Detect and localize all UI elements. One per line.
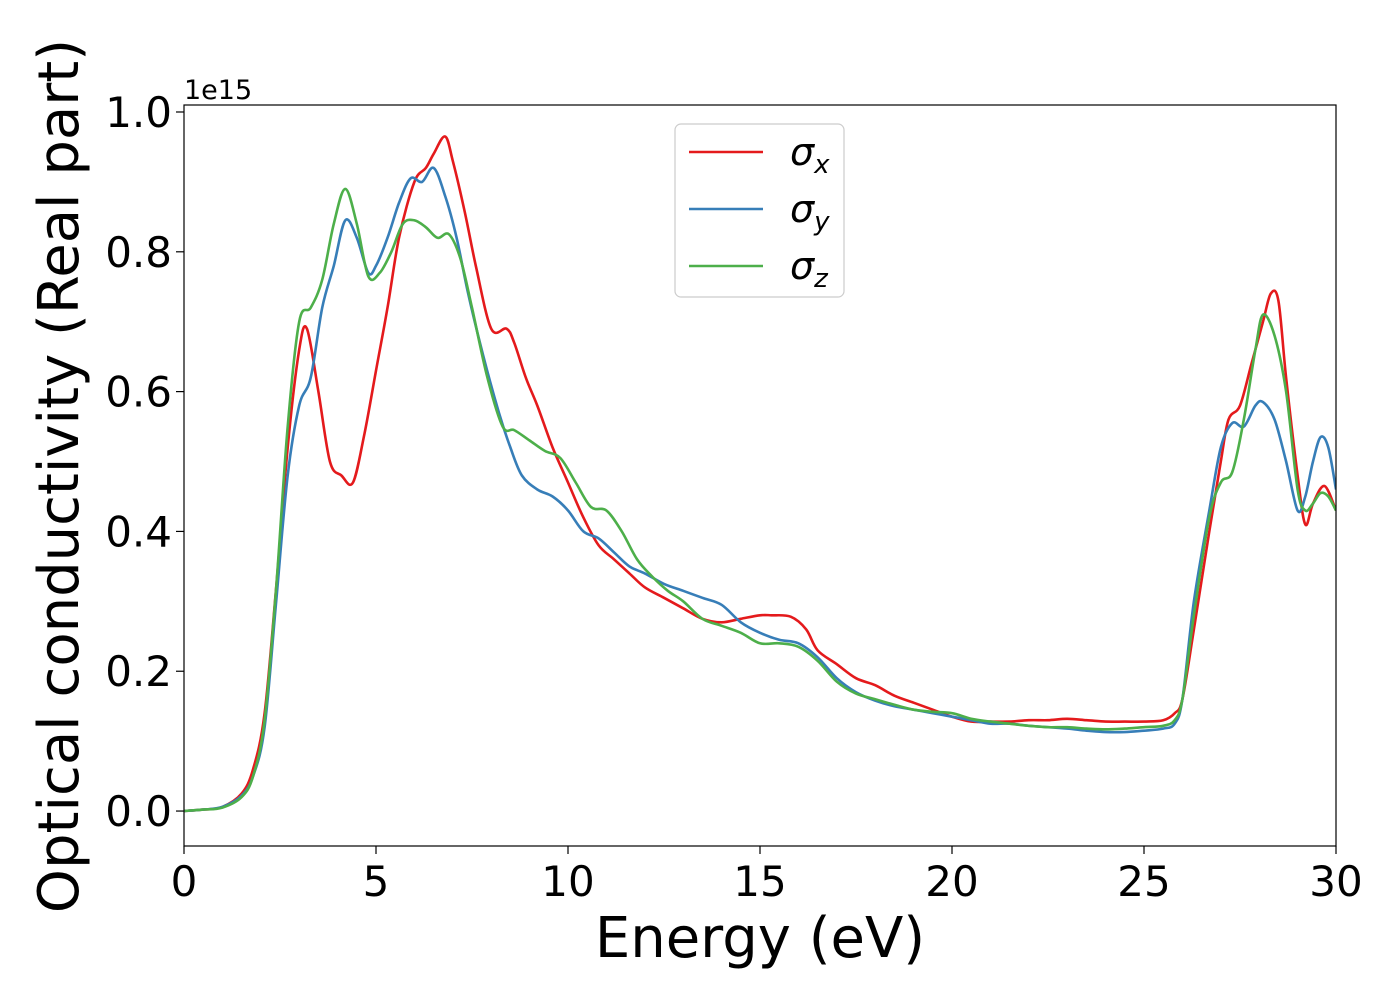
series-line-z bbox=[184, 187, 1336, 813]
y-offset-label: 1e15 bbox=[184, 75, 252, 106]
y-axis-label: Optical conductivity (Real part) bbox=[27, 39, 92, 913]
legend: σx σy σz bbox=[674, 123, 845, 298]
y-tick-label: 0.0 bbox=[105, 787, 172, 836]
series-line-x bbox=[184, 135, 1336, 813]
x-tick-label: 30 bbox=[1309, 857, 1362, 906]
x-tick-label: 5 bbox=[363, 857, 390, 906]
x-tick-label: 15 bbox=[733, 857, 786, 906]
y-tick-label: 0.2 bbox=[105, 647, 172, 696]
x-axis-label: Energy (eV) bbox=[595, 906, 925, 971]
y-tick-label: 0.4 bbox=[105, 507, 172, 556]
y-tick-label: 1.0 bbox=[105, 88, 172, 137]
x-tick-label: 20 bbox=[925, 857, 978, 906]
legend-label-y: σy bbox=[790, 187, 830, 237]
y-tick-label: 0.8 bbox=[105, 228, 172, 277]
x-tick-label: 25 bbox=[1117, 857, 1170, 906]
legend-items: σx σy σz bbox=[689, 130, 830, 294]
x-axis: 0 5 10 15 20 25 30 bbox=[171, 846, 1363, 906]
legend-label-x: σx bbox=[790, 130, 830, 180]
y-axis: 0.0 0.2 0.4 0.6 0.8 1.0 bbox=[105, 88, 184, 836]
legend-box bbox=[674, 123, 845, 298]
x-tick-label: 0 bbox=[171, 857, 198, 906]
legend-label-z: σz bbox=[790, 244, 829, 294]
y-tick-label: 0.6 bbox=[105, 368, 172, 417]
plot-lines bbox=[184, 135, 1336, 813]
x-tick-label: 10 bbox=[541, 857, 594, 906]
